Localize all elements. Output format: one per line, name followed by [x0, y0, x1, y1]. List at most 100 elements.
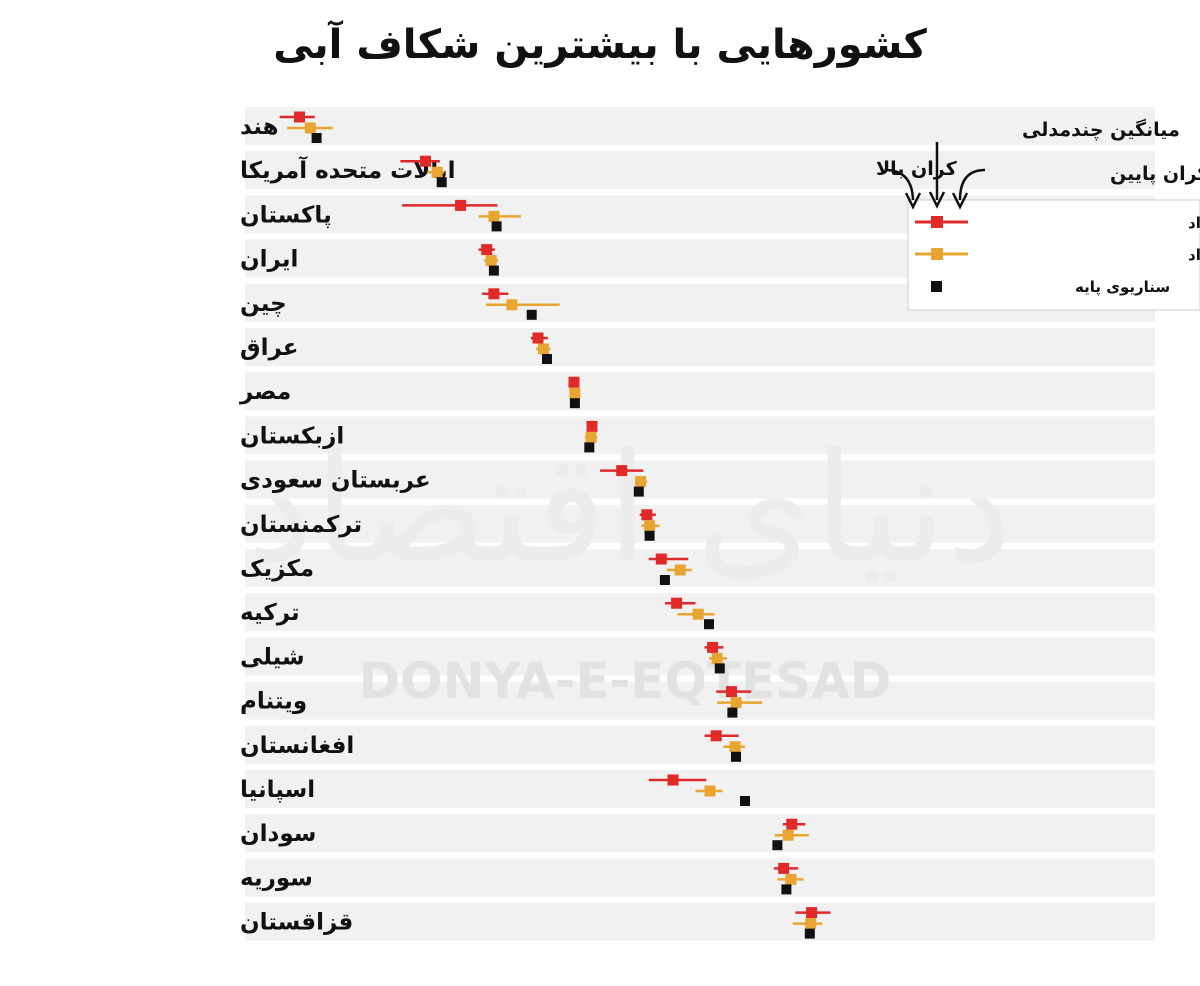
country-label: ایران [240, 247, 298, 273]
country-label: عراق [240, 335, 298, 361]
warming15-mean-point [644, 520, 656, 532]
warming3-mean-point [420, 155, 431, 167]
legend-warming3-label: گرمایش 3 درجه سانتی گراد [1188, 214, 1200, 232]
data-marks [279, 111, 831, 939]
warming15-mean-point [304, 122, 316, 134]
baseline-point [772, 840, 783, 851]
warming3-mean-point [641, 509, 653, 521]
annotation-upper-arrowhead [904, 192, 922, 210]
warming3-mean-point [726, 686, 737, 698]
warming3-mean-point [710, 730, 722, 742]
warming3-mean-point [568, 376, 580, 388]
country-label: سوریه [240, 865, 313, 891]
row-band [245, 328, 1155, 366]
annotation-upper-arrow [884, 168, 915, 201]
row-band [245, 814, 1155, 853]
warming3-mean-point [616, 465, 628, 477]
baseline-point [727, 707, 738, 718]
baseline-point [659, 575, 670, 585]
baseline-point [804, 928, 815, 939]
warming3-mean-point [586, 420, 598, 432]
warming15-mean-point [704, 785, 716, 797]
baseline-point [526, 309, 537, 320]
row-band [245, 725, 1155, 764]
row-band [245, 549, 1155, 587]
country-label: عربستان سعودی [240, 468, 431, 494]
baseline-point [714, 663, 725, 674]
country-label: ویتنام [240, 689, 307, 715]
row-band [245, 681, 1155, 720]
chart-title: کشورهایی با بیشترین شکاف آبی [273, 22, 927, 68]
country-label: مکزیک [240, 556, 314, 582]
baseline-point [542, 354, 552, 364]
warming3-mean-point [488, 288, 500, 300]
warming3-mean-point [707, 641, 719, 653]
warming15-mean-point [692, 608, 704, 620]
warming3-mean-point [532, 332, 544, 344]
warming3-mean-point [778, 862, 790, 874]
country-label: شیلی [240, 644, 305, 670]
row-band [245, 372, 1155, 411]
country-label: چین [240, 291, 287, 317]
watermark-persian: دنیای اقتصاد [247, 422, 1013, 596]
warming15-mean-point [485, 255, 497, 267]
warming3-mean-point [481, 244, 493, 256]
row-band [245, 902, 1155, 941]
row-band [245, 858, 1155, 897]
country-label: قزاقستان [240, 910, 353, 936]
row-band [245, 637, 1155, 676]
baseline-point [491, 221, 502, 232]
warming3-mean-point [671, 597, 683, 609]
annotation-mean-label: میانگین چندمدلی [1022, 118, 1180, 141]
warming3-mean-point [455, 199, 467, 211]
country-label: سودان [240, 821, 316, 847]
row-band [245, 416, 1155, 455]
watermark-latin: DONYA-E-EQTESAD [359, 652, 892, 710]
baseline-point [633, 486, 644, 497]
warming15-mean-point [431, 166, 443, 178]
warming3-mean-point [667, 774, 679, 786]
baseline-point [740, 796, 750, 806]
warming3-mean-point [294, 111, 305, 123]
warming3-mean-point [655, 553, 667, 565]
row-band [245, 770, 1155, 808]
country-label: مصر [239, 379, 291, 405]
baseline-point [436, 177, 447, 188]
warming15-mean-point [585, 431, 597, 443]
baseline-point [781, 884, 792, 895]
warming15-mean-point [569, 387, 581, 399]
baseline-point [311, 133, 322, 143]
country-label: اسپانیا [240, 777, 315, 803]
legend-baseline-label: سناریوی پایه [1075, 278, 1170, 297]
country-label: پاکستان [240, 202, 332, 228]
warming15-mean-point [785, 873, 797, 885]
warming3-mean-point [786, 818, 798, 830]
legend-warming15-marker [931, 248, 943, 260]
warming15-mean-point [674, 564, 686, 576]
annotation-lower-arrow [958, 168, 986, 201]
annotation-lower-label: کران پایین [1110, 163, 1200, 185]
country-label: ترکیه [240, 600, 300, 626]
row-band [245, 460, 1155, 499]
warming15-mean-point [506, 299, 518, 311]
baseline-point [644, 530, 655, 541]
warming15-mean-point [729, 741, 741, 753]
country-label: هند [240, 114, 279, 140]
legend-baseline-marker [931, 281, 942, 292]
annotation-mean-arrowhead [928, 191, 946, 209]
warming3-mean-point [806, 907, 818, 919]
legend: گرمایش 3 درجه سانتی گراد گرمایش 1.5 درجه… [907, 199, 1200, 311]
warming15-mean-point [488, 210, 500, 222]
warming15-mean-point [635, 476, 647, 488]
warming15-mean-point [711, 652, 723, 664]
baseline-point [488, 265, 499, 276]
country-label: ترکمنستان [240, 512, 362, 538]
baseline-point [704, 619, 714, 630]
country-label: افغانستان [240, 733, 354, 759]
row-band [245, 107, 1155, 145]
baseline-point [731, 751, 741, 762]
annotation-lower-arrowhead [951, 192, 969, 210]
warming15-mean-point [782, 829, 794, 841]
